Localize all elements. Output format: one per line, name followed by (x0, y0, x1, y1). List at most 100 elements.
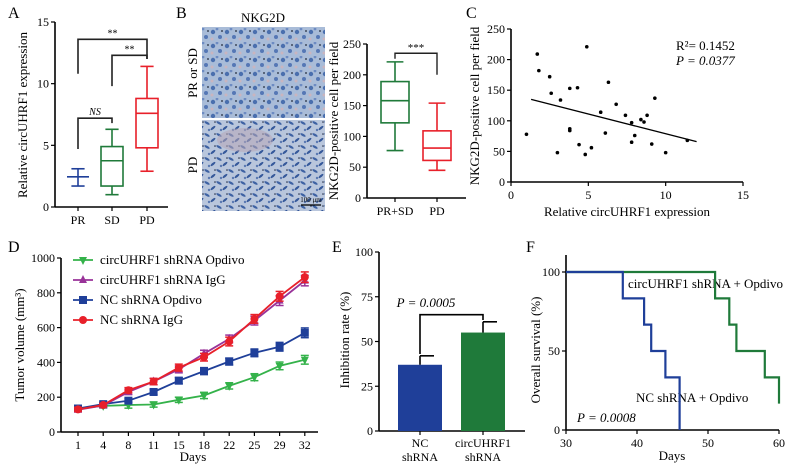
panel-letter-f: F (526, 239, 535, 256)
panel-a-box-plot: Relative circUHRF1 expression 0 5 10 15 PR SD… (15, 15, 168, 227)
panel-d-x-tick-label: 8 (125, 438, 131, 452)
scatter-point (549, 91, 554, 96)
bar-circuhrf1 (461, 332, 505, 431)
marker-triangle-down (149, 401, 158, 410)
panel-d-ylabel: Tumor volume (mm³) (12, 288, 27, 401)
panel-letter-e: E (332, 239, 342, 256)
panel-b-y-tick-label: 0 (355, 191, 361, 205)
marker-circle (174, 363, 183, 372)
marker-triangle-down (225, 382, 234, 391)
panel-b-y-tick-label: 150 (343, 99, 361, 113)
panel-b-box-plot: NKG2D-positive cell per field 0 50 100 150 2… (326, 37, 466, 218)
scatter-point (584, 44, 589, 49)
panel-d-x-tick-label: 32 (299, 438, 311, 452)
scatter-point (575, 85, 580, 90)
series-circuhrf1-shrna-opdivo (74, 354, 309, 414)
marker-square (225, 357, 234, 366)
panel-a-y-tick-label: 10 (37, 77, 49, 91)
series-nc-shrna-opdivo (74, 327, 309, 413)
panel-d-x-tick-label: 1 (75, 438, 81, 452)
panel-d-x-tick-label: 29 (274, 438, 286, 452)
panel-d-y-tick-label: 0 (49, 425, 55, 439)
panel-letter-b: B (176, 5, 187, 22)
legend-label: circUHRF1 shRNA IgG (100, 272, 226, 287)
scatter-point (642, 120, 646, 124)
panel-c-r2: R²= 0.1452 (676, 38, 735, 53)
marker-circle (79, 316, 87, 324)
panel-a-ylabel: Relative circUHRF1 expression (15, 31, 30, 198)
panel-a-significance-bracket (111, 54, 148, 87)
panel-a-significance-bracket (77, 117, 113, 150)
marker-triangle-down (275, 362, 284, 371)
legend-label: NC shRNA IgG (100, 312, 183, 327)
scatter-point (629, 140, 634, 145)
marker-circle (99, 401, 108, 410)
panel-b-pd-box (422, 130, 452, 162)
panel-d-x-tick-label: 15 (173, 438, 185, 452)
panel-d-x-tick-label: 22 (223, 438, 235, 452)
marker-triangle-down (200, 392, 208, 401)
panel-c-p-value: P = 0.0377 (675, 53, 735, 68)
scatter-point (577, 142, 581, 147)
scatter-point (623, 113, 628, 118)
panel-b-ihc-images: NKG2D PR or SD PD 100 μm (185, 10, 325, 211)
marker-circle (149, 377, 158, 386)
panel-d-x-tick-label: 25 (248, 438, 260, 452)
panel-c-x-tick-label: 0 (508, 188, 514, 202)
panel-f-survival-chart: Overall survival (%) Days circUHRF1 shRN… (528, 255, 785, 463)
marker-square (149, 387, 158, 396)
panel-a-x-tick-label: PD (139, 213, 155, 227)
panel-e-y-tick-label: 0 (367, 424, 373, 438)
scatter-point (639, 117, 643, 122)
scatter-point (653, 96, 657, 100)
panel-d-x-tick-label: 4 (100, 438, 106, 452)
panel-d-y-tick-label: 400 (37, 355, 55, 369)
ihc-row-label-pr-sd: PR or SD (185, 48, 200, 98)
panel-c-y-tick-label: 200 (487, 53, 505, 67)
panel-e-y-tick-label: 100 (355, 245, 373, 259)
panel-e-bar-chart: Inhibition rate (%) P = 0.0005 0 25 50 75 10… (337, 245, 525, 464)
scatter-point (606, 80, 611, 85)
scale-bar-label: 100 μm (300, 196, 322, 204)
scatter-point (537, 68, 541, 73)
scatter-point (567, 86, 572, 91)
panel-a-y-tick-label: 5 (43, 138, 49, 152)
panel-a-y-tick-label: 15 (37, 15, 49, 29)
panel-letter-a: A (8, 5, 20, 22)
panel-e-x-tick-label: circUHRF1 (455, 436, 511, 450)
scatter-point (535, 52, 540, 56)
panel-f-x-tick-label: 50 (702, 436, 714, 450)
panel-c-scatter: NKG2D-positive cell per field Relative c… (467, 22, 749, 219)
panel-e-y-tick-label: 50 (361, 335, 373, 349)
survival-curve-circ (566, 270, 781, 404)
panel-d-y-tick-label: 200 (37, 390, 55, 404)
panel-d-x-tick-label: 11 (148, 438, 160, 452)
series-line (77, 332, 306, 410)
panel-d-line-chart: Tumor volume (mm³) Days 0 200 400 600 800 100… (12, 251, 318, 464)
panel-d-y-tick-label: 600 (37, 321, 55, 335)
panel-c-y-tick-label: 0 (499, 175, 505, 189)
marker-square (200, 367, 208, 376)
marker-square (275, 342, 284, 351)
panel-f-ylabel: Overall survival (%) (528, 297, 543, 404)
panel-b-y-tick-label: 50 (349, 160, 361, 174)
marker-square (300, 328, 309, 337)
panel-b-y-tick-label: 250 (343, 37, 361, 51)
panel-b-ylabel: NKG2D-positive cell per field (326, 41, 341, 200)
marker-triangle-down (250, 374, 259, 383)
panel-b-y-tick-label: 100 (343, 129, 361, 143)
panel-letter-c: C (466, 5, 477, 22)
panel-b-x-tick-label: PR+SD (377, 204, 414, 218)
bar-nc (398, 364, 442, 431)
marker-circle (74, 405, 82, 414)
panel-b-y-tick-label: 200 (343, 68, 361, 82)
panel-c-ylabel: NKG2D-positive cell per field (467, 26, 482, 185)
panel-a-significance-bracket (77, 38, 148, 74)
panel-b-pr-sd-box (380, 80, 410, 124)
marker-square (79, 296, 87, 304)
scatter-point (567, 128, 572, 133)
scatter-point (555, 150, 560, 155)
panel-c-y-tick-label: 250 (487, 22, 505, 36)
legend-label: NC shRNA Opdivo (100, 292, 202, 307)
